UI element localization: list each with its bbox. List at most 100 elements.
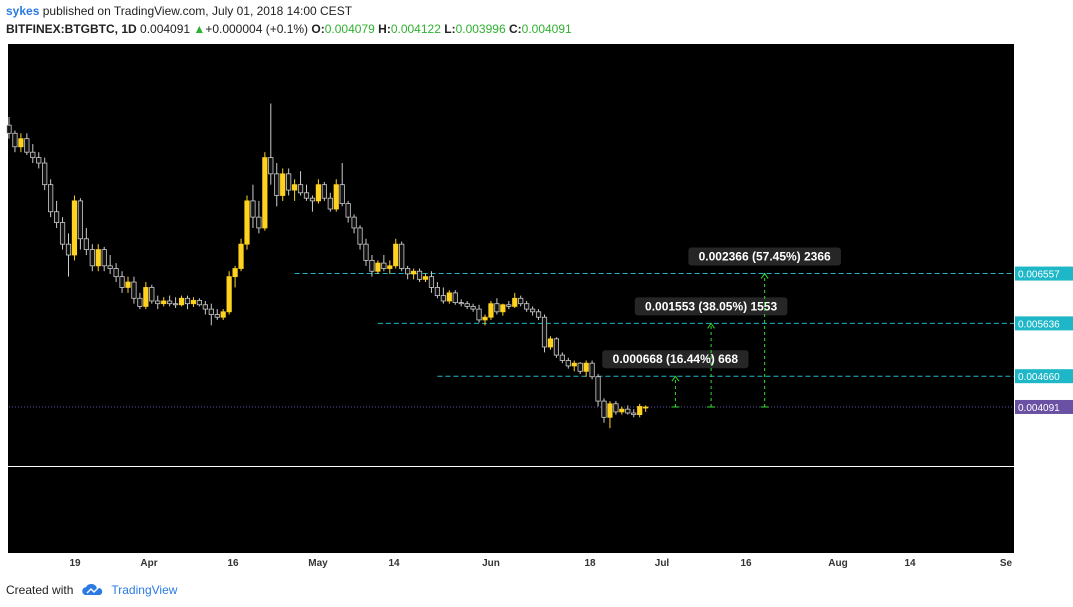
measure-label-box [688,247,841,266]
price-tick-label: 0.007500 [1020,218,1058,228]
bull-candle [18,138,24,148]
bear-candle [256,216,262,229]
bear-candle [363,243,369,261]
oscillator-axis: 100.0 0.0 -100.0 [1014,469,1048,551]
bear-candle [613,403,619,413]
time-tick-label: Aug [828,558,847,569]
time-axis: 19 Apr 16 May 14 Jun 18 Jul 16 Aug 14 Se [69,553,1013,569]
price-tick-label: 0.007000 [1020,245,1058,255]
author-link[interactable]: sykes [6,4,40,18]
bull-candle [190,300,197,305]
bear-candle [351,216,357,229]
time-tick-label: 16 [227,558,239,569]
bear-candle [59,222,66,245]
bear-candle [553,338,560,356]
bear-candle [405,268,411,275]
time-tick-label: Jul [655,558,670,569]
bull-candle [244,200,250,245]
price-tick-label: 0.009000 [1020,136,1058,146]
symbol-label: BITFINEX:BTGBTC, 1D [6,22,137,36]
bear-candle [101,249,107,267]
bear-candle [214,314,220,318]
bear-candle [48,184,54,213]
bull-candle [512,297,518,307]
bear-candle [303,192,310,199]
candles [6,103,649,429]
bear-candle [589,362,595,378]
bear-candle [208,308,214,315]
ohlc-line: BITFINEX:BTGBTC, 1D 0.004091 ▲+0.000004 … [6,21,1066,37]
bear-candle [172,303,179,306]
bull-candle [143,287,149,307]
measure-label: 0.000668 (16.44%) 668 [613,352,739,366]
bull-candle [583,362,589,372]
bull-candle [71,200,78,256]
bear-candle [339,184,345,205]
bull-candle [238,243,244,269]
bear-candle [268,157,274,175]
tradingview-link[interactable]: TradingView [111,583,178,597]
bull-candle [422,276,429,280]
tradingview-cloud-icon [82,584,103,595]
measure-arrow-icon [760,272,769,279]
price-tick-label: 0.003000 [1020,461,1058,471]
publish-line: sykes published on TradingView.com, July… [6,3,1066,19]
bear-candle [107,265,113,269]
bear-candle [524,303,530,310]
bear-candle [464,303,470,307]
bear-candle [184,297,191,305]
bear-candle [6,124,12,134]
bear-candle [625,408,631,414]
bear-candle [416,270,423,280]
level-price-tag [1015,369,1073,384]
price-tick-label: 0.003500 [1020,434,1058,444]
bear-candle [131,281,137,299]
bear-candle [202,304,208,310]
bull-candle [375,262,381,272]
bear-candle [518,297,524,305]
price-tick-label: 0.006000 [1020,299,1058,309]
bull-candle [262,157,268,229]
time-tick-label: Jun [482,558,500,569]
measure-label: 0.002366 (57.45%) 2366 [699,250,831,264]
published-text: published on TradingView.com, July 01, 2… [42,4,353,18]
price-tag-label: 0.005636 [1018,319,1060,330]
bear-candle [89,249,95,267]
bull-candle [637,406,643,416]
bear-candle [476,308,482,321]
bear-candle [36,157,42,164]
bull-candle [488,303,494,318]
bull-candle [315,184,322,202]
low-label: L: [444,22,456,36]
oscillator-tick-label: 100.0 [1022,469,1045,479]
bear-candle [434,287,441,296]
bull-candle [232,268,238,278]
bear-candle [577,362,583,372]
bear-candle [274,173,280,196]
bear-candle [196,300,202,306]
bull-candle [571,362,577,367]
close-value: 0.004091 [521,22,572,36]
bear-candle [167,300,173,305]
bear-candle [30,151,36,159]
bull-candle [482,316,488,321]
bear-candle [565,360,571,367]
bear-candle [631,412,637,416]
bear-candle [458,302,464,305]
measure-arrow-icon [707,322,716,329]
bear-candle [535,311,542,318]
bear-candle [595,376,601,402]
low-value: 0.003996 [455,22,506,36]
bear-candle [470,305,476,310]
time-tick-label: May [308,558,328,569]
time-tick-label: 19 [69,558,81,569]
price-tick-label: 0.005500 [1020,326,1058,336]
price-tick-label: 0.010500 [1020,55,1058,65]
high-label: H: [378,22,391,36]
time-tick-label: 14 [388,558,400,569]
time-tick-label: 14 [904,558,916,569]
bear-candle [381,262,387,269]
bear-candle [24,138,30,153]
price-tick-label: 0.008000 [1020,190,1058,200]
